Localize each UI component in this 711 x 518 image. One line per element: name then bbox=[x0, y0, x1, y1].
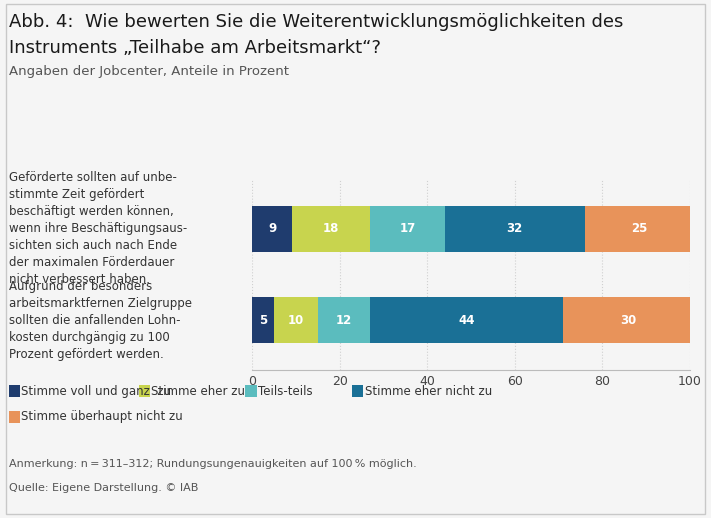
Text: Geförderte sollten auf unbe-
stimmte Zeit gefördert
beschäftigt werden können,
w: Geförderte sollten auf unbe- stimmte Zei… bbox=[9, 171, 187, 286]
Text: 17: 17 bbox=[400, 222, 416, 235]
Text: 12: 12 bbox=[336, 314, 353, 327]
Text: Instruments „Teilhabe am Arbeitsmarkt“?: Instruments „Teilhabe am Arbeitsmarkt“? bbox=[9, 39, 380, 57]
Text: 9: 9 bbox=[268, 222, 276, 235]
Text: Stimme eher zu: Stimme eher zu bbox=[151, 384, 245, 398]
Bar bbox=[252, 297, 274, 343]
Bar bbox=[370, 297, 563, 343]
Text: 44: 44 bbox=[459, 314, 475, 327]
Text: 32: 32 bbox=[507, 222, 523, 235]
Bar bbox=[445, 206, 584, 252]
Text: Aufgrund der besonders
arbeitsmarktfernen Zielgruppe
sollten die anfallenden Loh: Aufgrund der besonders arbeitsmarktferne… bbox=[9, 280, 191, 361]
Bar bbox=[584, 206, 694, 252]
Text: 18: 18 bbox=[323, 222, 339, 235]
Text: Teils-teils: Teils-teils bbox=[258, 384, 313, 398]
Text: 10: 10 bbox=[288, 314, 304, 327]
Text: Angaben der Jobcenter, Anteile in Prozent: Angaben der Jobcenter, Anteile in Prozen… bbox=[9, 65, 289, 78]
Text: Stimme eher nicht zu: Stimme eher nicht zu bbox=[365, 384, 492, 398]
Bar bbox=[274, 297, 318, 343]
Bar bbox=[318, 297, 370, 343]
Text: Stimme voll und ganz  zu: Stimme voll und ganz zu bbox=[21, 384, 171, 398]
Text: Anmerkung: n = 311–312; Rundungsungenauigkeiten auf 100 % möglich.: Anmerkung: n = 311–312; Rundungsungenaui… bbox=[9, 459, 416, 469]
Bar bbox=[563, 297, 694, 343]
Text: Stimme überhaupt nicht zu: Stimme überhaupt nicht zu bbox=[21, 410, 183, 424]
Text: Abb. 4:  Wie bewerten Sie die Weiterentwicklungsmöglichkeiten des: Abb. 4: Wie bewerten Sie die Weiterentwi… bbox=[9, 13, 623, 31]
Text: 25: 25 bbox=[631, 222, 648, 235]
Bar bbox=[292, 206, 370, 252]
Text: 30: 30 bbox=[620, 314, 636, 327]
Bar bbox=[252, 206, 292, 252]
Text: Quelle: Eigene Darstellung. © IAB: Quelle: Eigene Darstellung. © IAB bbox=[9, 483, 198, 493]
Bar bbox=[370, 206, 445, 252]
Text: 5: 5 bbox=[260, 314, 267, 327]
